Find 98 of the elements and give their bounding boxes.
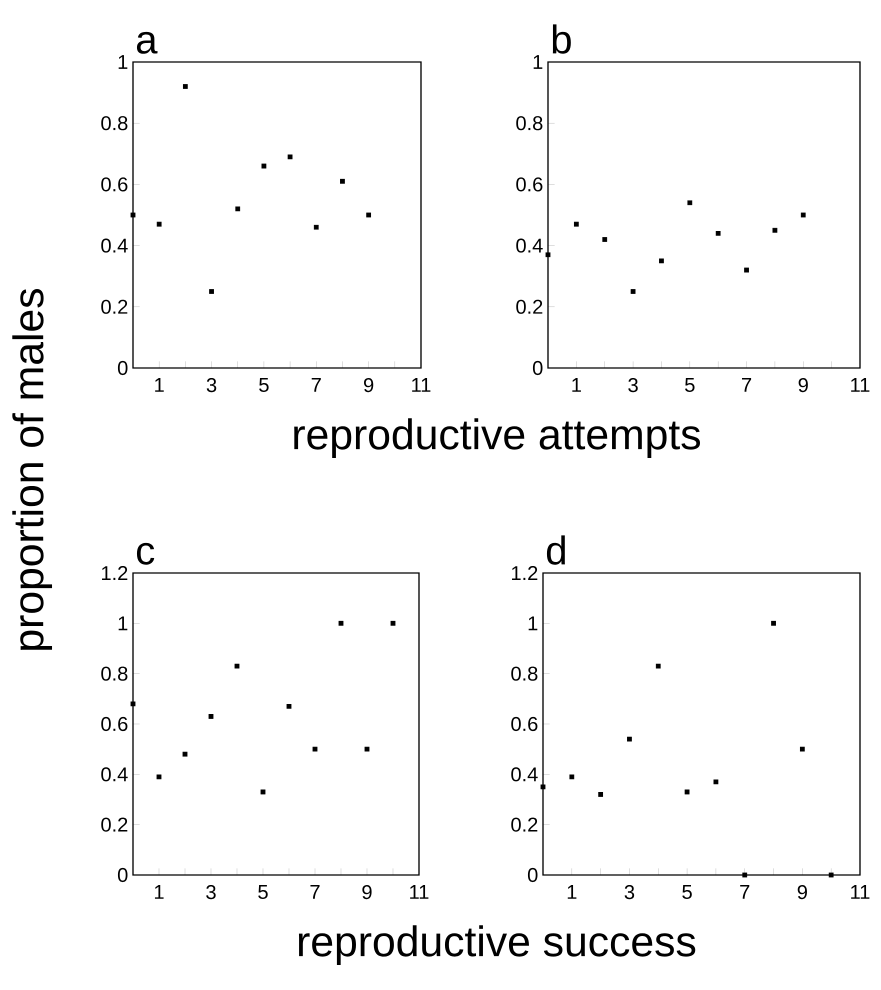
x-tick-label: 5 <box>685 378 695 392</box>
x-tick-label: 3 <box>206 885 216 900</box>
x-tick-label: 9 <box>362 885 372 900</box>
x-tick-label: 5 <box>682 885 692 899</box>
point <box>130 701 136 706</box>
point <box>130 212 136 218</box>
y-tick-label: 0 <box>528 868 538 882</box>
x-tick-label: 5 <box>259 378 269 392</box>
x-tick-label: 1 <box>155 378 164 392</box>
y-tick-label: 1 <box>528 616 538 630</box>
point <box>338 620 344 626</box>
chart-title: c <box>136 542 154 565</box>
point <box>684 790 690 794</box>
point <box>546 252 550 258</box>
point <box>828 872 834 878</box>
point <box>627 736 632 742</box>
x-tick-label: 11 <box>851 378 870 392</box>
point <box>209 289 214 294</box>
y-tick-label: 0.2 <box>101 818 128 832</box>
x-tick-label: 11 <box>412 378 430 392</box>
chart-title: b <box>552 24 571 54</box>
y-tick-label: 0.4 <box>511 767 538 782</box>
point <box>714 779 718 784</box>
point <box>800 212 806 218</box>
point <box>390 620 396 626</box>
point <box>687 200 692 206</box>
point <box>716 230 721 236</box>
point <box>744 268 749 272</box>
x-tick-label: 1 <box>154 885 164 899</box>
chart-title: d <box>546 535 565 565</box>
y-tick-label: 0.8 <box>516 116 542 130</box>
point <box>312 746 318 752</box>
point <box>182 752 188 757</box>
point <box>208 714 214 719</box>
point <box>260 790 266 794</box>
point <box>156 222 162 227</box>
x-axis-title: reproductive attempts <box>294 418 700 458</box>
y-tick-label: 0.6 <box>516 177 542 192</box>
point <box>772 228 778 233</box>
point <box>659 258 664 264</box>
point <box>574 222 579 227</box>
x-tick-label: 5 <box>258 885 268 899</box>
point <box>234 664 240 669</box>
point <box>364 746 370 752</box>
x-tick-label: 11 <box>851 885 870 899</box>
y-tick-label: 0 <box>118 868 128 882</box>
point <box>182 84 188 89</box>
point <box>366 212 372 218</box>
y-axis-title: proportion of males <box>12 289 52 650</box>
x-tick-label: 7 <box>310 885 320 899</box>
point <box>800 746 805 752</box>
x-tick-label: 3 <box>206 378 216 392</box>
point <box>262 164 266 168</box>
point <box>288 154 292 160</box>
point <box>771 620 776 626</box>
y-tick-label: 0.6 <box>101 716 128 732</box>
point <box>340 178 345 184</box>
y-tick-label: 0.4 <box>516 238 543 253</box>
y-tick-label: 1 <box>534 55 542 69</box>
point <box>569 774 574 780</box>
y-tick-label: 0 <box>118 360 128 376</box>
point <box>286 704 292 709</box>
y-tick-label: 0.4 <box>101 767 128 782</box>
chart-title: a <box>136 32 158 54</box>
x-tick-label: 3 <box>624 885 634 900</box>
x-tick-label: 9 <box>364 378 374 392</box>
x-tick-label: 7 <box>740 885 750 899</box>
x-tick-label: 11 <box>410 885 428 899</box>
point <box>598 792 604 797</box>
y-tick-label: 0.2 <box>101 300 128 314</box>
point <box>540 784 546 790</box>
y-tick-label: 0.8 <box>511 666 538 681</box>
point <box>630 289 636 294</box>
x-tick-label: 7 <box>742 378 752 392</box>
y-tick-label: 0.6 <box>511 716 538 732</box>
point <box>656 664 661 669</box>
x-tick-label: 9 <box>798 378 808 392</box>
y-tick-label: 0.2 <box>516 300 542 314</box>
x-axis-title: reproductive success <box>298 925 696 966</box>
y-tick-label: 1.2 <box>102 566 128 580</box>
y-tick-label: 0.8 <box>101 116 128 130</box>
x-tick-label: 7 <box>312 378 321 392</box>
y-tick-label: 1 <box>118 616 128 630</box>
y-tick-label: 1 <box>118 55 128 69</box>
x-tick-label: 3 <box>628 378 638 392</box>
y-tick-label: 0.8 <box>101 666 128 681</box>
y-tick-label: 1.2 <box>512 566 538 580</box>
point <box>742 872 748 878</box>
x-tick-label: 1 <box>572 378 581 392</box>
y-tick-label: 0.4 <box>101 238 128 253</box>
x-tick-label: 9 <box>798 885 807 900</box>
point <box>156 774 162 780</box>
point <box>235 206 240 212</box>
y-tick-label: 0.6 <box>101 177 128 192</box>
point <box>602 237 608 242</box>
y-tick-label: 0 <box>532 360 542 376</box>
y-tick-label: 0.2 <box>511 818 538 832</box>
x-tick-label: 1 <box>568 885 576 899</box>
